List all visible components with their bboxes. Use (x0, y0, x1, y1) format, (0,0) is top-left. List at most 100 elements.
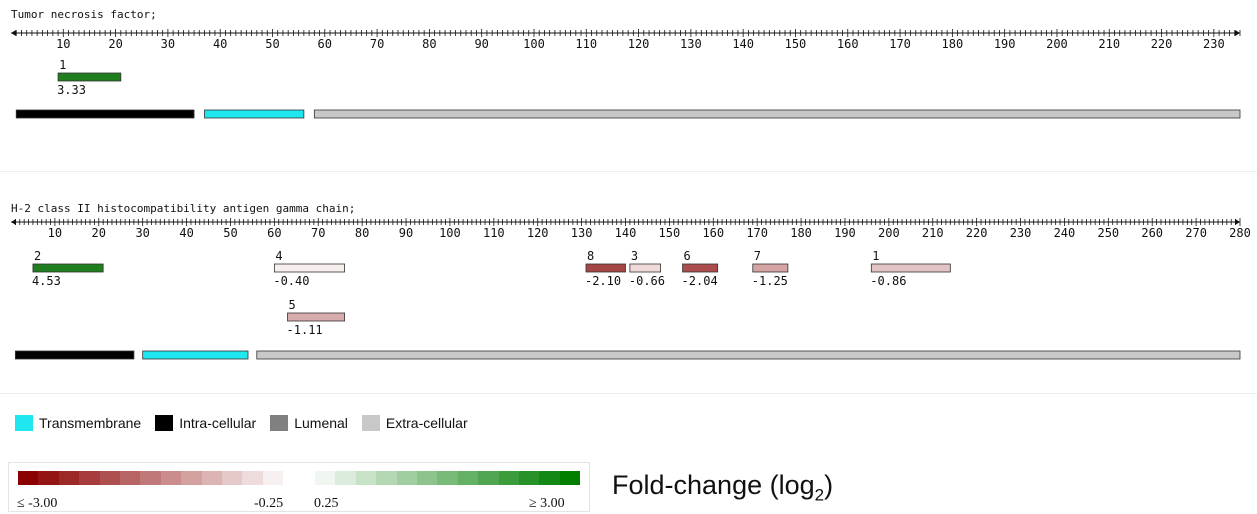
topology-segment (313, 109, 1241, 119)
peptide-bar (32, 263, 104, 273)
fold-change-color-scale: ≤ -3.00 -0.25 0.25 ≥ 3.00 (8, 462, 590, 512)
protein-track: 10 20 30 40 50 60 70 80 90 100 110 120 130 140 150 160 1… (11, 29, 1241, 119)
protein-name: Tumor necrosis factor; (11, 8, 157, 21)
scale-label-pos-min: 0.25 (314, 496, 339, 511)
axis-tick-label: 140 (732, 37, 754, 51)
peptide-fold-change: -0.40 (273, 274, 309, 288)
axis-tick-label: 100 (439, 226, 461, 240)
axis-tick-label: 120 (628, 37, 650, 51)
color-scale-step (221, 471, 243, 485)
color-scale-step (181, 471, 202, 485)
peptide-id: 2 (34, 249, 41, 263)
protein-track: 10 20 30 40 50 60 70 80 90 100 110 120 130 140 150 160 1… (11, 218, 1251, 360)
topology-segment (204, 109, 305, 119)
axis-tick-label: 10 (48, 226, 62, 240)
axis-tick-label: 150 (785, 37, 807, 51)
axis-tick-label: 20 (108, 37, 122, 51)
peptide-fold-change: 4.53 (32, 274, 61, 288)
axis-tick-label: 180 (790, 226, 812, 240)
axis-tick-label: 30 (135, 226, 149, 240)
positive-color-bar (315, 471, 581, 485)
color-scale-step (355, 471, 377, 485)
peptide-bar (585, 263, 626, 273)
color-scale-step (539, 471, 560, 485)
protein-panel-tnf: Tumor necrosis factor; 10 20 30 40 50 60 70 80 9… (0, 0, 1257, 172)
legend-item-lumenal: Lumenal (270, 415, 348, 431)
color-scale-step (18, 471, 39, 485)
axis-tick-label: 240 (1054, 226, 1076, 240)
legend-label: Transmembrane (39, 415, 142, 431)
peptide-fold-change: -1.25 (752, 274, 788, 288)
axis-tick-label: 120 (527, 226, 549, 240)
axis-tick-label: 270 (1185, 226, 1207, 240)
axis-tick-label: 130 (571, 226, 593, 240)
peptide-id: 4 (275, 249, 282, 263)
peptide-bar (682, 263, 719, 273)
protein-name: H-2 class II histocompatibility antigen … (11, 202, 356, 215)
color-scale-step (79, 471, 100, 485)
axis-tick-label: 20 (92, 226, 106, 240)
color-scale-step (201, 471, 222, 485)
fold-change-title: Fold-change (log2) (612, 470, 833, 505)
color-scale-step (518, 471, 540, 485)
axis-tick-label: 150 (659, 226, 681, 240)
peptide-fold-change: -2.04 (682, 274, 718, 288)
protein-panel-h2-gamma-chain: H-2 class II histocompatibility antigen … (0, 194, 1257, 394)
fold-change-title-text: Fold-change (log (612, 470, 815, 500)
topology-segment (142, 350, 249, 360)
color-scale-step (38, 471, 59, 485)
color-scale-step (119, 471, 141, 485)
axis-tick-label: 160 (837, 37, 859, 51)
peptide-id: 1 (59, 58, 66, 72)
topology-legend: Transmembrane Intra-cellular Lumenal Ext… (15, 412, 482, 434)
axis-arrow-right (1235, 30, 1240, 36)
negative-color-bar (18, 471, 284, 485)
color-scale-step (140, 471, 161, 485)
legend-swatch (270, 415, 289, 431)
axis-tick-label: 50 (223, 226, 237, 240)
peptide-fold-change: -2.10 (585, 274, 621, 288)
axis-tick-label: 50 (265, 37, 279, 51)
axis-tick-label: 70 (370, 37, 384, 51)
axis-arrow-right (1235, 219, 1240, 225)
axis-tick-label: 260 (1141, 226, 1163, 240)
axis-tick-label: 220 (966, 226, 988, 240)
color-scale-step (559, 471, 581, 485)
scale-label-neg-max: -0.25 (254, 496, 284, 511)
axis-tick-label: 250 (1097, 226, 1119, 240)
scale-label-pos-max: ≥ 3.00 (529, 496, 565, 511)
axis-tick-label: 80 (422, 37, 436, 51)
axis-tick-label: 140 (615, 226, 637, 240)
color-scale-step (478, 471, 499, 485)
axis-tick-label: 170 (746, 226, 768, 240)
color-scale-step (335, 471, 356, 485)
legend-item-extra-cellular: Extra-cellular (361, 415, 468, 431)
peptide-fold-change: -0.66 (629, 274, 665, 288)
axis-tick-label: 40 (213, 37, 227, 51)
axis-tick-label: 110 (483, 226, 505, 240)
legend-swatch (155, 415, 174, 431)
color-scale-step (242, 471, 263, 485)
axis-tick-label: 230 (1203, 37, 1225, 51)
axis-arrow-left (11, 30, 16, 36)
peptide-id: 5 (289, 298, 296, 312)
axis-tick-label: 200 (1046, 37, 1068, 51)
fold-change-title-subscript: 2 (814, 485, 825, 505)
axis-tick-label: 90 (474, 37, 488, 51)
scale-label-neg-min: ≤ -3.00 (17, 496, 58, 511)
peptide-id: 1 (872, 249, 879, 263)
axis-tick-label: 210 (1098, 37, 1120, 51)
peptide-fold-change: -1.11 (287, 323, 323, 337)
legend-item-transmembrane: Transmembrane (15, 415, 141, 431)
color-scale-step (262, 471, 284, 485)
legend-item-intra-cellular: Intra-cellular (155, 415, 256, 431)
color-scale-step (160, 471, 182, 485)
axis-tick-label: 30 (161, 37, 175, 51)
peptide-bar (629, 263, 662, 273)
topology-segment (14, 350, 135, 360)
peptide-bar (273, 263, 345, 273)
axis-tick-label: 70 (311, 226, 325, 240)
legend-label: Extra-cellular (385, 415, 468, 431)
axis-tick-label: 40 (179, 226, 193, 240)
legend-label: Lumenal (294, 415, 348, 431)
